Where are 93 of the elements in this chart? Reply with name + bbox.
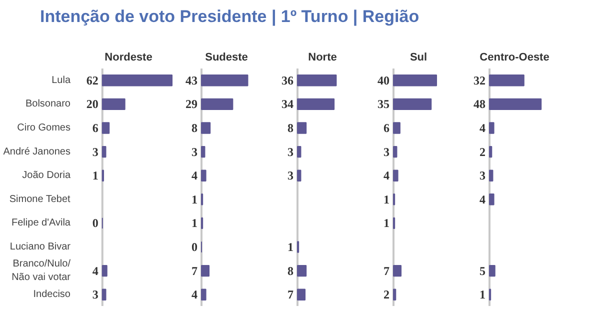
bar [201, 74, 248, 86]
bar [297, 264, 307, 277]
bar [393, 170, 398, 182]
bar [393, 98, 432, 110]
data-label: 8 [288, 264, 294, 278]
bar [201, 170, 206, 182]
bar [102, 122, 110, 134]
data-label: 62 [86, 73, 98, 88]
data-label: 8 [192, 121, 198, 135]
y-tick-label: Indeciso [33, 289, 71, 300]
bar [393, 122, 400, 134]
bar [297, 146, 302, 158]
bar [297, 122, 307, 134]
chart-title: Sudeste [205, 52, 248, 64]
bar [489, 74, 524, 86]
data-label: 7 [192, 264, 198, 278]
data-label: 40 [378, 73, 390, 88]
data-label: 4 [480, 192, 486, 206]
data-label: 36 [282, 73, 294, 88]
data-label: 1 [288, 240, 294, 254]
data-label: 4 [92, 264, 98, 278]
bar [393, 288, 396, 300]
bar [489, 194, 494, 206]
bar [102, 74, 173, 86]
data-label: 3 [288, 144, 294, 159]
data-label: 3 [384, 144, 390, 159]
data-label: 20 [86, 97, 98, 112]
bar [102, 264, 108, 277]
data-label: 29 [186, 97, 198, 112]
data-label: 0 [192, 240, 198, 254]
data-label: 5 [480, 264, 486, 278]
text: Intenção de voto Presidente | 1º Turno | Região [40, 6, 420, 28]
chart-title: Nordeste [104, 52, 152, 64]
bar [393, 264, 402, 277]
bar [102, 98, 126, 110]
bar [201, 264, 210, 277]
data-label: 3 [92, 144, 98, 159]
bar [102, 288, 106, 300]
bar [489, 98, 542, 110]
chart-title: Sul [410, 52, 428, 64]
bar [102, 146, 106, 158]
data-label: 1 [384, 216, 390, 230]
data-label: 34 [282, 97, 294, 112]
data-label: 2 [384, 288, 390, 302]
data-label: 4 [384, 168, 390, 183]
data-label: 6 [92, 121, 98, 135]
bar [201, 98, 234, 110]
data-label: 3 [480, 168, 486, 183]
data-label: 1 [192, 192, 198, 206]
data-label: 35 [378, 97, 390, 112]
y-tick-label: Luciano Bivar [10, 242, 72, 252]
data-label: 8 [288, 121, 294, 135]
y-tick-label: Simone Tebet [9, 194, 71, 205]
bar [489, 170, 494, 182]
data-label: 4 [192, 168, 198, 183]
bar [489, 264, 496, 277]
data-label: 32 [474, 73, 486, 88]
bar [489, 122, 494, 134]
data-label: 1 [480, 288, 486, 302]
data-label: 4 [192, 288, 198, 302]
data-label: 43 [186, 73, 198, 88]
y-tick-label: Bolsonaro [25, 98, 71, 110]
bar [201, 146, 206, 158]
bar [393, 146, 398, 158]
bar [297, 288, 306, 300]
data-label: 6 [384, 121, 390, 135]
data-label: 3 [92, 288, 98, 302]
data-label: 4 [480, 121, 486, 135]
bar [297, 74, 337, 86]
data-label: 3 [288, 168, 294, 183]
bar [297, 98, 335, 110]
bar [297, 170, 302, 182]
data-label: 1 [92, 168, 98, 183]
data-label: 1 [384, 192, 390, 206]
y-tick-label: André Janones [3, 146, 71, 158]
data-label: 48 [474, 97, 486, 112]
y-tick-label: Ciro Gomes [17, 122, 71, 134]
data-label: 0 [92, 216, 98, 230]
y-tick-label: Felipe d'Avila [12, 218, 71, 229]
y-tick-label: João Doria [22, 170, 71, 182]
bar [489, 146, 492, 158]
bar [201, 122, 211, 134]
data-label: 2 [480, 144, 486, 159]
chart-title: Centro-Oeste [480, 52, 550, 64]
data-label: 3 [192, 144, 198, 159]
data-label: 1 [192, 216, 198, 230]
y-tick-label: Lula [52, 74, 71, 86]
bar [393, 74, 438, 86]
bar [201, 288, 206, 300]
y-tick-label: Branco/Nulo/ Não vai votar [12, 258, 72, 283]
chart-title: Norte [308, 52, 337, 64]
data-label: 7 [288, 288, 294, 302]
data-label: 7 [384, 264, 390, 278]
